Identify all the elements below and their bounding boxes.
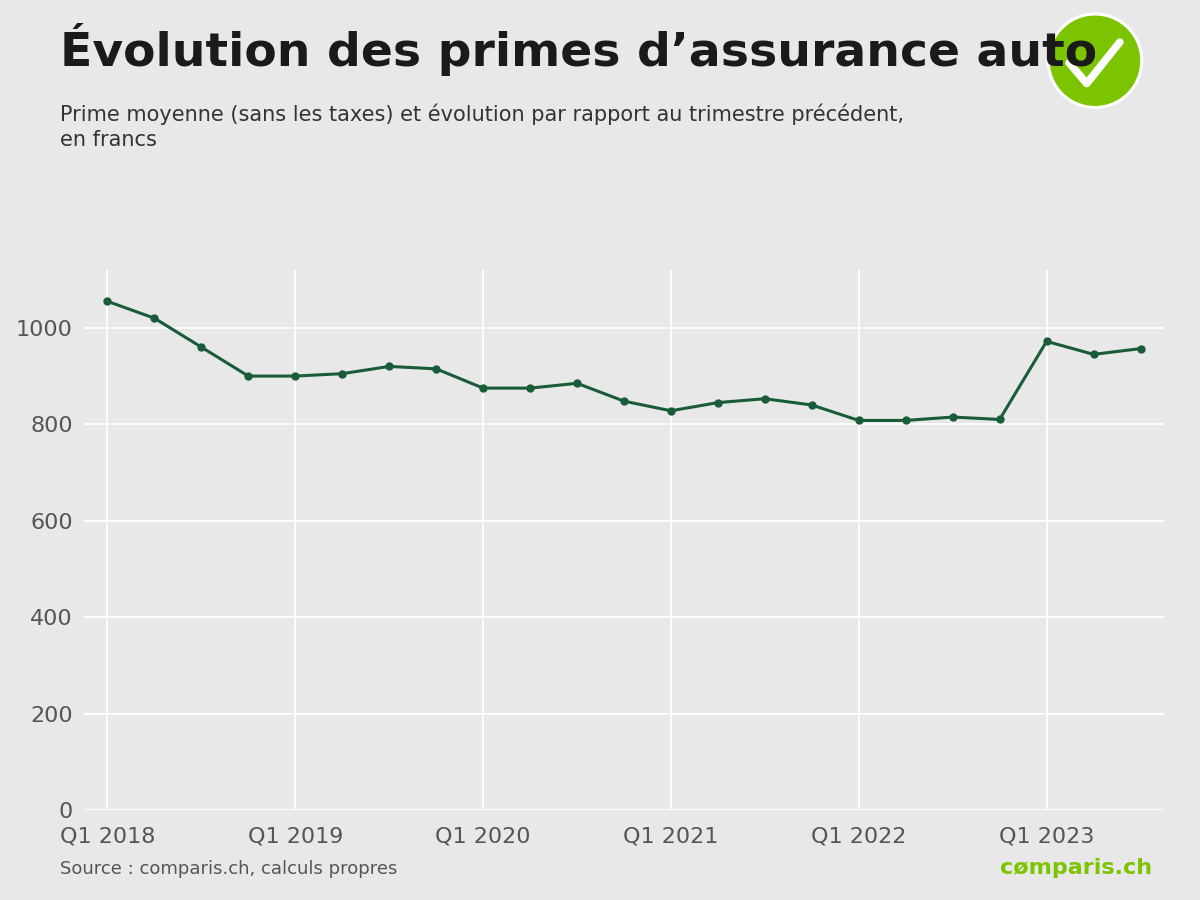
Text: Évolution des primes d’assurance auto: Évolution des primes d’assurance auto [60,22,1097,76]
Text: Prime moyenne (sans les taxes) et évolution par rapport au trimestre précédent,: Prime moyenne (sans les taxes) et évolut… [60,104,904,125]
Text: cømparis.ch: cømparis.ch [1000,858,1152,878]
Circle shape [1050,16,1140,105]
Circle shape [1048,14,1142,108]
Text: en francs: en francs [60,130,157,150]
Text: Source : comparis.ch, calculs propres: Source : comparis.ch, calculs propres [60,860,397,878]
